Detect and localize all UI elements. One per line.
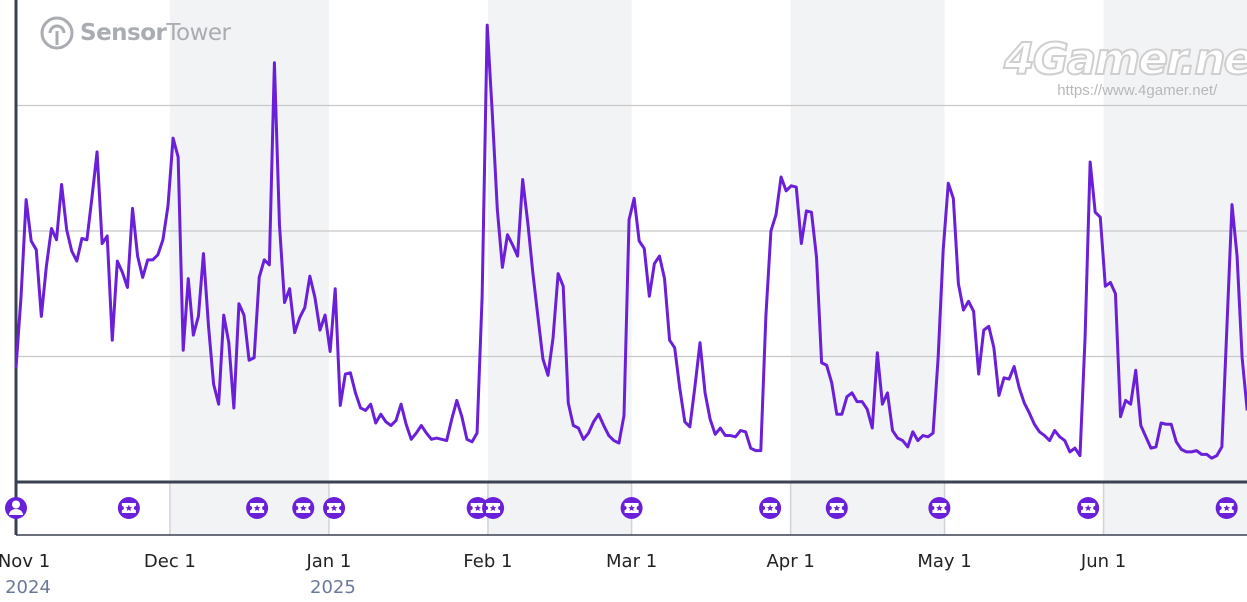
ticket-event-icon[interactable] [620, 497, 643, 519]
x-tick-label: Jun 1 [1080, 551, 1127, 572]
shaded-month-band [169, 0, 329, 535]
logo-text-sensor: Sensor [80, 20, 167, 46]
x-tick-label: Dec 1 [143, 551, 196, 572]
shaded-month-band [790, 0, 945, 535]
series-line [14, 23, 1247, 460]
x-tick-year-label: 2025 [310, 577, 356, 598]
ticket-event-icon[interactable] [928, 497, 951, 519]
x-tick-label: Mar 1 [606, 551, 658, 572]
person-event-icon[interactable] [5, 497, 27, 519]
logo-text-tower: Tower [166, 20, 231, 46]
sensor-tower-icon [40, 16, 74, 50]
x-tick-label: Feb 1 [463, 551, 513, 572]
ticket-event-icon[interactable] [482, 497, 505, 519]
ticket-event-icon[interactable] [759, 497, 782, 519]
ticket-event-icon[interactable] [1215, 497, 1238, 519]
sensor-tower-logo: SensorTower [40, 16, 231, 50]
watermark-url: https://www.4gamer.net/ [1057, 82, 1218, 99]
ticket-event-icon[interactable] [1077, 497, 1100, 519]
ticket-event-icon[interactable] [466, 497, 489, 519]
x-tick-year-label: 2024 [5, 577, 51, 598]
x-tick-label: Apr 1 [766, 551, 815, 572]
x-tick-label: Nov 1 [0, 551, 51, 572]
shaded-month-band [487, 0, 632, 535]
x-tick-label: May 1 [917, 551, 972, 572]
ticket-event-icon[interactable] [246, 497, 269, 519]
ticket-event-icon[interactable] [117, 497, 140, 519]
x-tick-label: Jan 1 [306, 551, 352, 572]
ticket-event-icon[interactable] [825, 497, 848, 519]
ticket-event-icon[interactable] [292, 497, 315, 519]
ticket-event-icon[interactable] [323, 497, 346, 519]
watermark-title: 4Gamer.net [1003, 34, 1247, 85]
watermark: 4Gamer.net https://www.4gamer.net/ [1003, 34, 1247, 100]
